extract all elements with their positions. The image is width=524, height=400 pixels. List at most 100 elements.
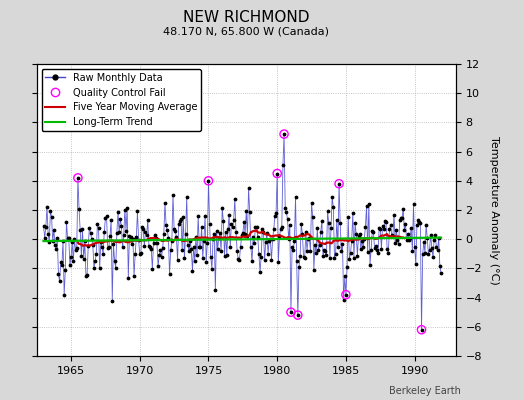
Point xyxy=(383,246,391,252)
Point xyxy=(107,217,115,223)
Point xyxy=(435,262,444,269)
Point xyxy=(396,217,404,224)
Point xyxy=(238,230,247,236)
Point xyxy=(305,235,313,241)
Point xyxy=(281,205,289,212)
Point xyxy=(261,239,270,246)
Point xyxy=(253,224,261,230)
Point xyxy=(146,244,154,250)
Point xyxy=(54,271,63,277)
Point xyxy=(70,236,79,242)
Point xyxy=(139,226,147,232)
Point xyxy=(127,241,136,247)
Point xyxy=(235,257,244,263)
Point xyxy=(228,224,237,230)
Point xyxy=(52,246,60,253)
Point xyxy=(266,235,275,242)
Point xyxy=(408,248,417,254)
Point xyxy=(353,252,362,259)
Point xyxy=(346,250,355,256)
Point xyxy=(424,251,433,257)
Point xyxy=(181,231,190,237)
Legend: Raw Monthly Data, Quality Control Fail, Five Year Moving Average, Long-Term Tren: Raw Monthly Data, Quality Control Fail, … xyxy=(41,69,201,131)
Point xyxy=(250,240,258,246)
Point xyxy=(84,243,92,250)
Point xyxy=(434,235,443,242)
Point xyxy=(297,221,305,228)
Point xyxy=(390,212,398,218)
Point xyxy=(429,254,437,260)
Point xyxy=(409,201,418,207)
Point xyxy=(293,312,302,318)
Point xyxy=(361,224,369,230)
Point xyxy=(331,250,340,257)
Point xyxy=(391,240,399,246)
Point xyxy=(392,227,400,233)
Point xyxy=(269,226,278,232)
Text: 48.170 N, 65.800 W (Canada): 48.170 N, 65.800 W (Canada) xyxy=(163,26,329,36)
Point xyxy=(282,209,291,216)
Point xyxy=(117,223,126,230)
Point xyxy=(40,235,49,241)
Point xyxy=(204,178,213,184)
Point xyxy=(240,219,248,225)
Point xyxy=(91,258,99,264)
Point xyxy=(148,266,157,272)
Point xyxy=(191,258,199,264)
Point xyxy=(227,221,236,227)
Point xyxy=(430,237,438,243)
Point xyxy=(241,231,249,237)
Point xyxy=(51,242,59,248)
Point xyxy=(288,243,296,250)
Point xyxy=(161,200,169,206)
Point xyxy=(254,234,262,240)
Point xyxy=(422,222,430,228)
Point xyxy=(423,234,431,241)
Point xyxy=(156,247,165,254)
Point xyxy=(66,262,74,268)
Point xyxy=(272,210,280,216)
Point xyxy=(259,229,268,235)
Point xyxy=(53,235,61,241)
Point xyxy=(263,230,271,236)
Point xyxy=(95,265,104,272)
Point xyxy=(121,206,129,213)
Point xyxy=(437,270,445,276)
Point xyxy=(98,244,106,250)
Point xyxy=(344,214,353,221)
Point xyxy=(93,221,102,228)
Point xyxy=(94,225,103,232)
Point xyxy=(384,249,392,256)
Point xyxy=(280,131,288,137)
Point xyxy=(74,175,82,181)
Point xyxy=(273,170,281,177)
Point xyxy=(83,272,91,278)
Point xyxy=(166,271,174,277)
Point xyxy=(300,254,309,261)
Point xyxy=(46,208,54,214)
Point xyxy=(286,222,294,228)
Point xyxy=(306,248,314,254)
Point xyxy=(202,258,210,265)
Point xyxy=(258,226,267,232)
Y-axis label: Temperature Anomaly (°C): Temperature Anomaly (°C) xyxy=(489,136,499,284)
Point xyxy=(112,264,120,271)
Point xyxy=(323,208,332,215)
Point xyxy=(96,239,105,245)
Point xyxy=(220,252,228,259)
Point xyxy=(201,212,209,219)
Point xyxy=(108,297,116,304)
Point xyxy=(287,309,295,315)
Point xyxy=(99,251,107,257)
Point xyxy=(369,228,378,235)
Point xyxy=(425,246,434,253)
Point xyxy=(375,225,384,231)
Point xyxy=(257,254,265,260)
Point xyxy=(337,248,345,255)
Point xyxy=(153,240,161,246)
Point xyxy=(327,225,335,231)
Point xyxy=(132,234,140,240)
Point xyxy=(302,229,310,236)
Point xyxy=(58,262,66,268)
Point xyxy=(378,222,387,229)
